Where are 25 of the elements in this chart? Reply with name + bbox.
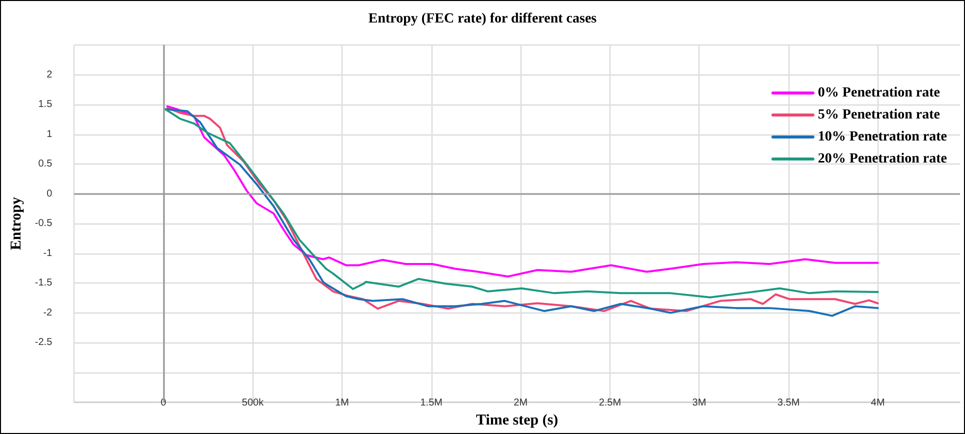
y-axis-title: Entropy [8, 196, 24, 250]
x-tick-label: 500k [242, 398, 265, 409]
y-tick-label: -1 [43, 248, 53, 259]
x-tick-label: 1.5M [420, 398, 442, 409]
x-tick-label: 3.5M [777, 398, 800, 409]
y-tick-label: 0 [46, 188, 53, 200]
chart-title: Entropy (FEC rate) for different cases [368, 12, 598, 26]
x-axis-title: Time step (s) [476, 412, 558, 428]
x-tick-label: 4M [870, 398, 885, 409]
y-tick-label: 0.5 [38, 158, 53, 170]
y-tick-label: -2 [43, 307, 53, 318]
x-tick-label: 1M [335, 398, 349, 409]
x-tick-label: 3M [692, 398, 706, 409]
legend-label: 20% Penetration rate [818, 152, 948, 166]
y-tick-label: 1.5 [38, 99, 53, 110]
y-tick-label: 2 [46, 69, 53, 80]
legend-label: 10% Penetration rate [818, 130, 948, 144]
y-tick-label: -0.5 [34, 218, 53, 230]
x-tick-label: 2.5M [598, 398, 622, 409]
y-tick-label: -1.5 [34, 278, 53, 289]
y-tick-label: -2.5 [34, 337, 53, 348]
legend-label: 5% Penetration rate [818, 108, 940, 122]
x-tick-label: 2M [514, 398, 528, 409]
legend-label: 0% Penetration rate [818, 86, 940, 100]
y-tick-label: 1 [46, 128, 53, 140]
